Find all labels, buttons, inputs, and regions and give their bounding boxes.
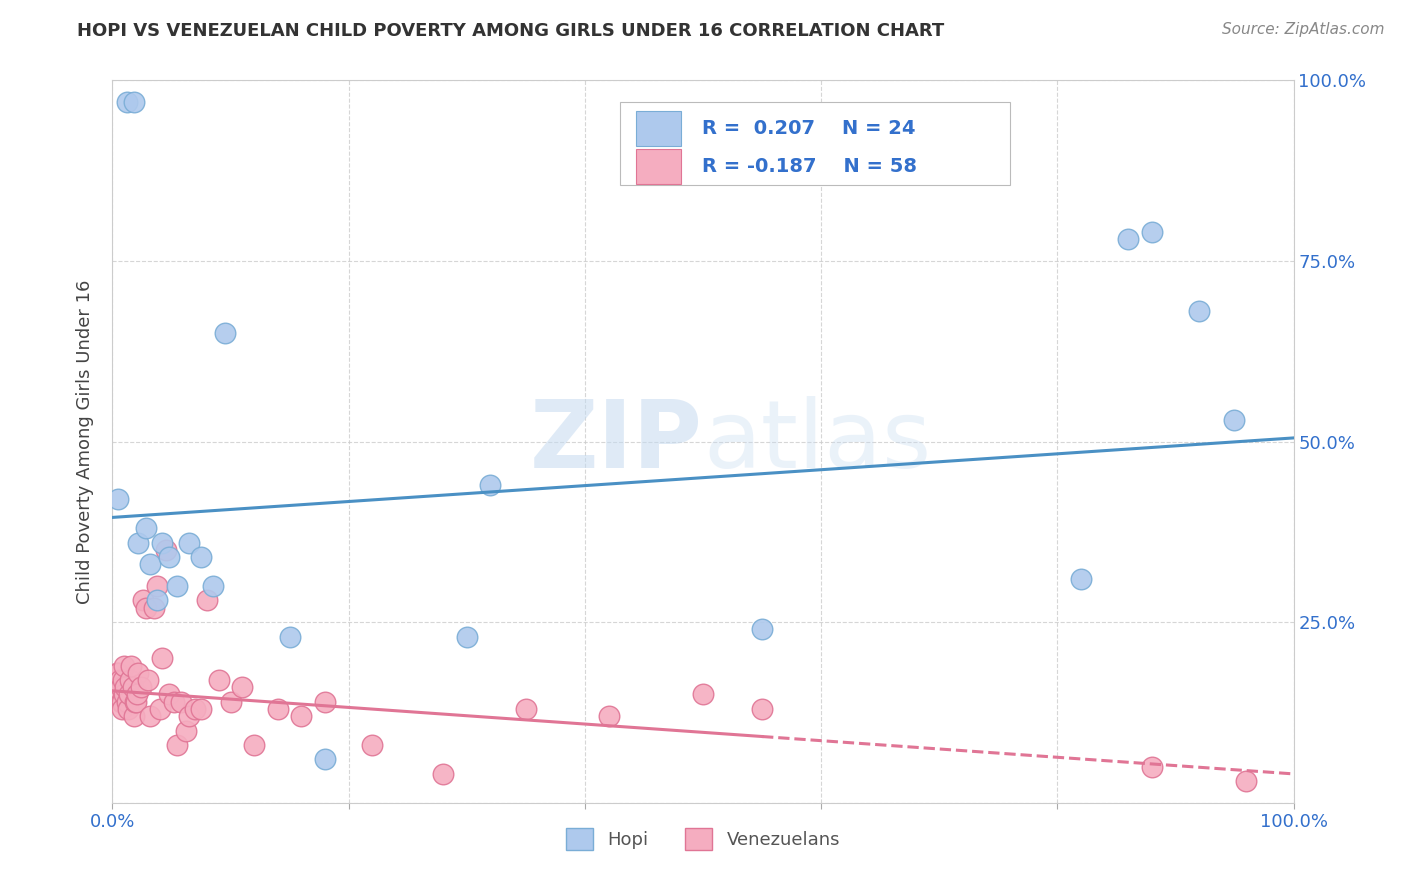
Text: ZIP: ZIP — [530, 395, 703, 488]
Point — [1140, 760, 1163, 774]
Point — [751, 702, 773, 716]
Point — [179, 535, 201, 549]
Point — [692, 687, 714, 701]
Text: R =  0.207    N = 24: R = 0.207 N = 24 — [702, 119, 915, 138]
Point — [129, 680, 152, 694]
Point — [163, 695, 186, 709]
Point — [127, 687, 149, 701]
Point — [146, 593, 169, 607]
Point — [110, 695, 132, 709]
Point — [1140, 225, 1163, 239]
Point — [104, 680, 127, 694]
Point — [174, 723, 197, 738]
Point — [314, 695, 336, 709]
Point — [195, 593, 218, 607]
Point — [290, 709, 312, 723]
Point — [1070, 572, 1092, 586]
Point — [166, 738, 188, 752]
Point — [432, 767, 454, 781]
Point — [515, 702, 537, 716]
Point — [751, 623, 773, 637]
Point — [139, 558, 162, 572]
Point — [124, 695, 146, 709]
Point — [111, 702, 134, 716]
Point — [278, 630, 301, 644]
FancyBboxPatch shape — [620, 102, 1010, 185]
Point — [114, 680, 136, 694]
Point — [150, 651, 173, 665]
Point — [120, 658, 142, 673]
Point — [157, 687, 180, 701]
Point — [122, 95, 145, 109]
Point — [150, 535, 173, 549]
Text: Source: ZipAtlas.com: Source: ZipAtlas.com — [1222, 22, 1385, 37]
Point — [135, 521, 157, 535]
Point — [149, 702, 172, 716]
Point — [120, 673, 142, 687]
Legend: Hopi, Venezuelans: Hopi, Venezuelans — [557, 819, 849, 859]
Point — [208, 673, 231, 687]
Bar — [636, 150, 681, 184]
Point — [166, 579, 188, 593]
Point — [170, 695, 193, 709]
Point — [142, 600, 165, 615]
Point — [1234, 774, 1257, 789]
Point — [1223, 413, 1246, 427]
Point — [118, 687, 141, 701]
Point — [139, 709, 162, 723]
Point — [314, 752, 336, 766]
Point — [219, 695, 242, 709]
Point — [112, 687, 135, 701]
Point — [105, 687, 128, 701]
Point — [121, 680, 143, 694]
Point — [110, 680, 132, 694]
Point — [127, 665, 149, 680]
Point — [361, 738, 384, 752]
Point — [127, 535, 149, 549]
Point — [132, 593, 155, 607]
Point — [136, 673, 159, 687]
Point — [112, 673, 135, 687]
Point — [190, 550, 212, 565]
Point — [184, 702, 207, 716]
Text: R = -0.187    N = 58: R = -0.187 N = 58 — [702, 157, 917, 177]
Point — [598, 709, 620, 723]
Point — [157, 550, 180, 565]
Point — [155, 542, 177, 557]
Point — [107, 665, 129, 680]
Point — [1188, 304, 1211, 318]
Point — [1116, 232, 1139, 246]
Point — [111, 695, 134, 709]
Point — [179, 709, 201, 723]
Point — [243, 738, 266, 752]
Point — [214, 326, 236, 340]
Point — [107, 492, 129, 507]
Point — [122, 709, 145, 723]
Point — [267, 702, 290, 716]
Point — [201, 579, 224, 593]
Point — [117, 702, 139, 716]
Point — [479, 478, 502, 492]
Point — [190, 702, 212, 716]
Y-axis label: Child Poverty Among Girls Under 16: Child Poverty Among Girls Under 16 — [76, 279, 94, 604]
Point — [231, 680, 253, 694]
Point — [112, 658, 135, 673]
Point — [146, 579, 169, 593]
Text: HOPI VS VENEZUELAN CHILD POVERTY AMONG GIRLS UNDER 16 CORRELATION CHART: HOPI VS VENEZUELAN CHILD POVERTY AMONG G… — [77, 22, 945, 40]
Point — [135, 600, 157, 615]
Point — [456, 630, 478, 644]
Point — [115, 95, 138, 109]
Bar — [636, 112, 681, 146]
Point — [115, 695, 138, 709]
Point — [108, 673, 131, 687]
Point — [105, 665, 128, 680]
Point — [125, 695, 148, 709]
Text: atlas: atlas — [703, 395, 931, 488]
